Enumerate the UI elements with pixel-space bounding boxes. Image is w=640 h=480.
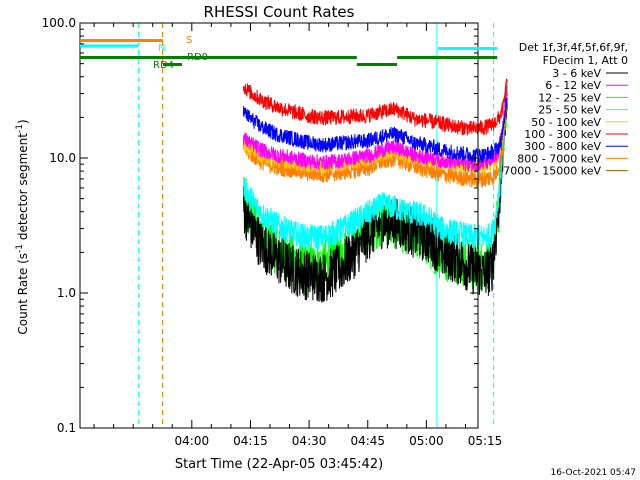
- attenuator-label: RD4: [153, 60, 174, 71]
- x-tick-label: 05:00: [409, 434, 444, 448]
- legend-label: 7000 - 15000 keV: [503, 165, 601, 178]
- legend-label: 6 - 12 keV: [545, 79, 601, 92]
- attenuator-label: S: [186, 35, 192, 46]
- legend-header-line-2: FDecim 1, Att 0: [543, 54, 628, 67]
- x-tick-label: 04:15: [233, 434, 268, 448]
- legend-label: 300 - 800 keV: [524, 140, 601, 153]
- y-tick-label: 10.0: [49, 151, 76, 165]
- series-line-1: [242, 92, 508, 172]
- legend-label: 100 - 300 keV: [524, 128, 601, 141]
- y-tick-label: 100.0: [42, 16, 76, 30]
- attenuator-label: N: [158, 43, 165, 54]
- chart-title: RHESSI Count Rates: [204, 3, 355, 21]
- x-tick-label: 04:30: [292, 434, 327, 448]
- y-axis-label: Count Rate (s-1 detector segment-1): [15, 119, 30, 334]
- x-tick-label: 05:15: [468, 434, 503, 448]
- series-line-5: [242, 78, 508, 136]
- x-tick-label: 04:00: [175, 434, 210, 448]
- plot-frame: [79, 22, 479, 429]
- legend-header-line-1: Det 1f,3f,4f,5f,6f,9f,: [519, 41, 628, 54]
- legend-label: 12 - 25 keV: [538, 91, 601, 104]
- series-line-6: [242, 97, 508, 163]
- attenuator-label: RD0: [187, 52, 208, 63]
- y-tick-label: 0.1: [57, 421, 76, 435]
- legend-label: 50 - 100 keV: [531, 116, 601, 129]
- legend-label: 800 - 7000 keV: [517, 152, 601, 165]
- footer-timestamp: 16-Oct-2021 05:47: [551, 468, 636, 478]
- x-axis-label: Start Time (22-Apr-05 03:45:42): [175, 457, 383, 472]
- y-tick-label: 1.0: [57, 286, 76, 300]
- legend-label: 25 - 50 keV: [538, 104, 601, 117]
- legend-label: 3 - 6 keV: [552, 67, 601, 80]
- series-line-2: [242, 89, 508, 292]
- series-line-3: [242, 84, 508, 250]
- x-tick-label: 04:45: [350, 434, 385, 448]
- legend: Det 1f,3f,4f,5f,6f,9f, FDecim 1, Att 0 3…: [503, 41, 628, 178]
